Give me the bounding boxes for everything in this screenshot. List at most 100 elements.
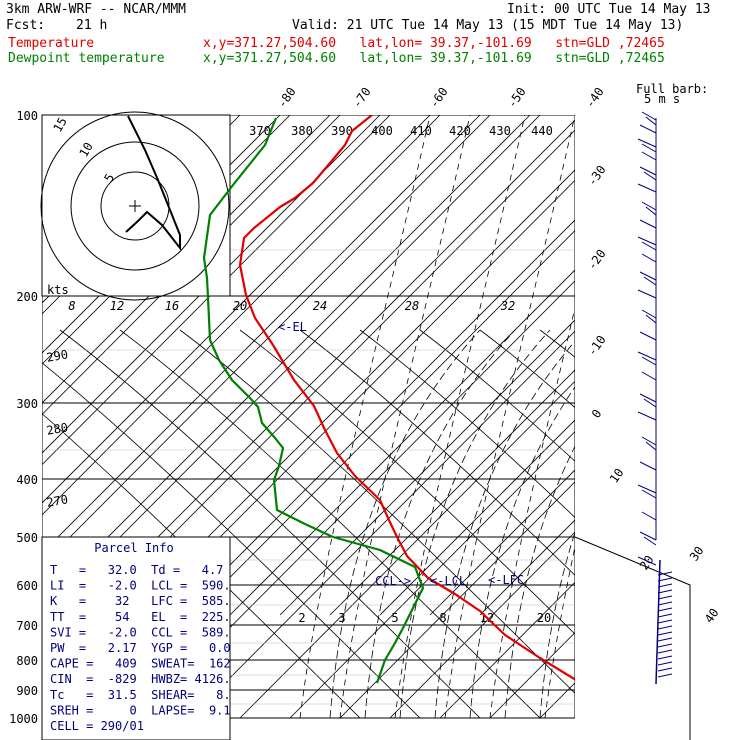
wind-barb <box>657 613 673 618</box>
theta-label: 430 <box>489 124 511 138</box>
wind-barb <box>639 219 657 229</box>
wind-barb <box>645 441 657 451</box>
wind-barb <box>637 484 657 494</box>
wind-barb <box>639 271 657 281</box>
wind-barb-column <box>637 111 657 566</box>
wind-barb <box>639 461 657 471</box>
pressure-tick-label: 700 <box>16 619 38 633</box>
wind-barb <box>643 398 657 408</box>
temperature-profile-line <box>238 115 575 681</box>
wind-barb <box>657 589 673 594</box>
pressure-tick-label: 900 <box>16 684 38 698</box>
speed-axis-label: 12 <box>110 299 124 313</box>
dry-adiabat <box>479 329 575 409</box>
hodograph-unit: kts <box>47 283 69 297</box>
wind-barb <box>645 314 657 324</box>
pressure-tick-label: 400 <box>16 473 38 487</box>
level-marker: CCL-> <box>375 574 411 588</box>
theta-line <box>129 169 575 616</box>
theta-label: 420 <box>449 124 471 138</box>
speed-axis-label: 16 <box>165 299 179 313</box>
wind-legend-value: 5 m s <box>644 92 680 106</box>
wind-barb <box>657 577 673 582</box>
pressure-tick-label: 1000 <box>9 712 38 726</box>
isotherm-line <box>189 330 575 719</box>
isotherm-label: 20 <box>637 553 657 573</box>
parcel-info-row: CIN = -829 HWBZ= 4126. <box>50 672 231 686</box>
wind-barb <box>657 601 673 606</box>
dry-adiabat <box>359 329 575 519</box>
dewpoint-location: x,y=371.27,504.60 lat,lon= 39.37,-101.69… <box>203 51 665 66</box>
isotherm-line <box>489 632 575 719</box>
speed-axis-label: 32 <box>500 299 515 313</box>
parcel-info-box <box>41 536 231 740</box>
forecast-hours: 21 h <box>76 18 108 33</box>
theta-line <box>379 419 575 616</box>
theta-line <box>42 115 381 454</box>
theta-line <box>42 115 481 554</box>
moist-adiabat <box>329 329 481 719</box>
wind-barb-staff <box>655 559 661 685</box>
wind-barb <box>637 351 657 361</box>
mixing-ratio-label: 8 <box>439 611 446 625</box>
wind-barb <box>643 276 657 286</box>
theta-left-label: 290 <box>45 347 69 365</box>
level-marker: <-LCL <box>430 574 466 588</box>
wind-barb <box>641 241 657 251</box>
moist-adiabat <box>539 531 575 719</box>
isotherm-label: -50 <box>505 85 529 111</box>
isotherm-label: -20 <box>585 247 609 273</box>
wind-barb <box>641 309 657 319</box>
parcel-info-row: K = 32 LFC = 585. <box>50 594 231 608</box>
theta-line <box>479 519 575 616</box>
moist-adiabat <box>469 386 575 719</box>
pressure-tick-label: 300 <box>16 397 38 411</box>
dewpoint-legend-label: Dewpoint temperature <box>8 51 165 66</box>
model-title: 3km ARW-WRF -- NCAR/MMM <box>6 2 187 17</box>
wind-barb <box>657 649 673 654</box>
isotherm-label: -70 <box>350 85 374 111</box>
dry-adiabat <box>419 329 575 462</box>
dry-adiabat <box>239 329 575 635</box>
isotherm-line <box>339 481 575 719</box>
wind-barb <box>657 619 673 624</box>
theta-label: 410 <box>410 124 432 138</box>
wind-barb <box>641 489 657 499</box>
mixing-ratio-line <box>394 115 526 719</box>
temperature-legend-label: Temperature <box>8 36 95 51</box>
speed-axis-label: 24 <box>313 299 327 313</box>
parcel-info-title: Parcel Info <box>94 541 173 555</box>
parcel-info-row: PW = 2.17 YGP = 0.0 <box>50 641 231 655</box>
pressure-tick-label: 500 <box>16 531 38 545</box>
wind-barb <box>641 371 657 381</box>
isotherm-line <box>42 115 441 516</box>
wind-barb <box>641 511 657 521</box>
isotherm-label: 10 <box>607 466 627 486</box>
wind-barb <box>657 583 673 588</box>
pressure-tick-label: 200 <box>16 290 38 304</box>
wind-barb <box>639 166 657 176</box>
level-marker: <-LFC <box>488 573 524 587</box>
isotherm-line <box>42 115 341 416</box>
theta-left-label: 280 <box>45 420 69 438</box>
isotherm-label: 0 <box>589 407 605 421</box>
parcel-info-row: T = 32.0 Td = 4.7 <box>50 563 223 577</box>
speed-axis-label: 28 <box>405 299 419 313</box>
wind-barb <box>641 253 657 263</box>
plot-right-border <box>574 536 691 740</box>
wind-barb <box>657 571 673 576</box>
wind-barb <box>637 289 657 299</box>
wind-barb <box>657 661 673 666</box>
isotherm-line <box>42 115 391 466</box>
parcel-info-row: CELL = 290/01 <box>50 719 144 733</box>
parcel-info-row: Tc = 31.5 SHEAR= 8. <box>50 688 231 702</box>
wind-barb <box>637 556 657 566</box>
speed-axis-label: 20 <box>233 299 247 313</box>
wind-barb <box>657 637 673 642</box>
isotherm-line <box>239 380 575 719</box>
level-marker: <-EL <box>278 320 307 334</box>
wind-barb <box>657 643 673 648</box>
wind-barb <box>657 655 673 660</box>
